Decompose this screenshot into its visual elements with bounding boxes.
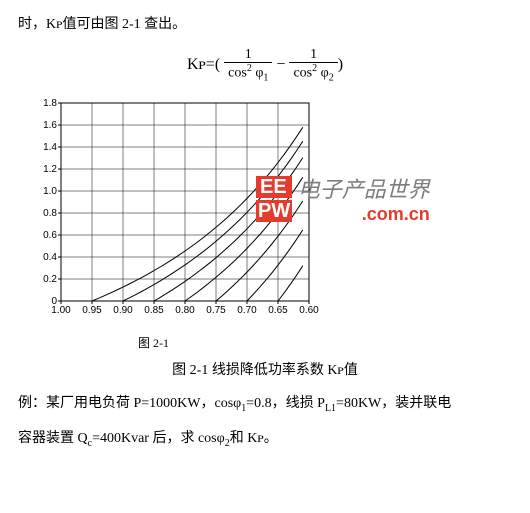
- chart-number-label: 图 2-1: [138, 334, 512, 351]
- frac1-num: 1: [224, 47, 272, 63]
- example-paragraph-2: 容器装置 Qc=400Kvar 后，求 cosφ2和 Kᴩ。: [18, 426, 512, 453]
- example-line1-a: 例：某厂用电负荷 P=1000KW，cosφ: [18, 396, 241, 411]
- frac1-den-fn: cos: [228, 66, 247, 81]
- svg-text:0.8: 0.8: [43, 208, 57, 219]
- svg-text:1.8: 1.8: [43, 98, 57, 109]
- svg-text:0.90: 0.90: [113, 305, 133, 316]
- chart-figure-2-1: 1.81.61.41.21.00.80.60.40.201.000.950.90…: [28, 97, 512, 351]
- watermark-logo-2: PW: [256, 200, 292, 222]
- svg-text:1.0: 1.0: [43, 186, 57, 197]
- example-line1-c: =80KW，装并联电: [336, 396, 451, 411]
- formula-kp: Kᴩ=( 1 cos2 φ1 − 1 cos2 φ2 ): [18, 47, 512, 84]
- svg-text:1.4: 1.4: [43, 142, 57, 153]
- intro-paragraph: 时，Kᴩ值可由图 2-1 查出。: [18, 12, 512, 39]
- svg-text:1.00: 1.00: [51, 305, 71, 316]
- frac1-var: φ: [252, 66, 264, 81]
- example-line1-sub2: L1: [325, 403, 336, 414]
- formula-minus: −: [276, 56, 289, 73]
- example-line1-b: =0.8，线损 P: [246, 396, 325, 411]
- frac2-var: φ: [317, 66, 329, 81]
- watermark-logo-1: EE: [256, 176, 292, 198]
- svg-text:0.95: 0.95: [82, 305, 102, 316]
- watermark: EE PW 电子产品世界 .com.cn: [256, 172, 430, 225]
- frac2-num: 1: [289, 47, 337, 63]
- figure-caption: 图 2-1 线损降低功率系数 Kᴩ值: [18, 359, 512, 379]
- svg-text:0.75: 0.75: [206, 305, 226, 316]
- fraction-1: 1 cos2 φ1: [224, 47, 272, 84]
- svg-text:0.70: 0.70: [237, 305, 257, 316]
- watermark-en: .com.cn: [298, 204, 430, 225]
- example-paragraph: 例：某厂用电负荷 P=1000KW，cosφ1=0.8，线损 PL1=80KW，…: [18, 391, 512, 418]
- example-line2-c: 和 Kᴩ。: [230, 431, 278, 446]
- svg-text:0.65: 0.65: [268, 305, 288, 316]
- watermark-cn: 电子产品世界: [298, 172, 430, 204]
- svg-text:0.4: 0.4: [43, 252, 57, 263]
- svg-text:0.80: 0.80: [175, 305, 195, 316]
- frac2-sub: 2: [329, 72, 334, 83]
- svg-text:1.6: 1.6: [43, 120, 57, 131]
- frac2-den-fn: cos: [293, 66, 312, 81]
- svg-text:0.85: 0.85: [144, 305, 164, 316]
- svg-text:0.6: 0.6: [43, 230, 57, 241]
- example-line2-a: 容器装置 Q: [18, 431, 88, 446]
- svg-text:1.2: 1.2: [43, 164, 57, 175]
- fraction-2: 1 cos2 φ2: [289, 47, 337, 84]
- frac2-den: cos2 φ2: [289, 63, 337, 83]
- frac1-den: cos2 φ1: [224, 63, 272, 83]
- formula-lhs: Kᴩ=: [187, 56, 215, 73]
- svg-text:0.2: 0.2: [43, 274, 57, 285]
- example-line2-b: =400Kvar 后，求 cosφ: [92, 431, 225, 446]
- svg-text:0.60: 0.60: [299, 305, 319, 316]
- frac1-sub: 1: [263, 72, 268, 83]
